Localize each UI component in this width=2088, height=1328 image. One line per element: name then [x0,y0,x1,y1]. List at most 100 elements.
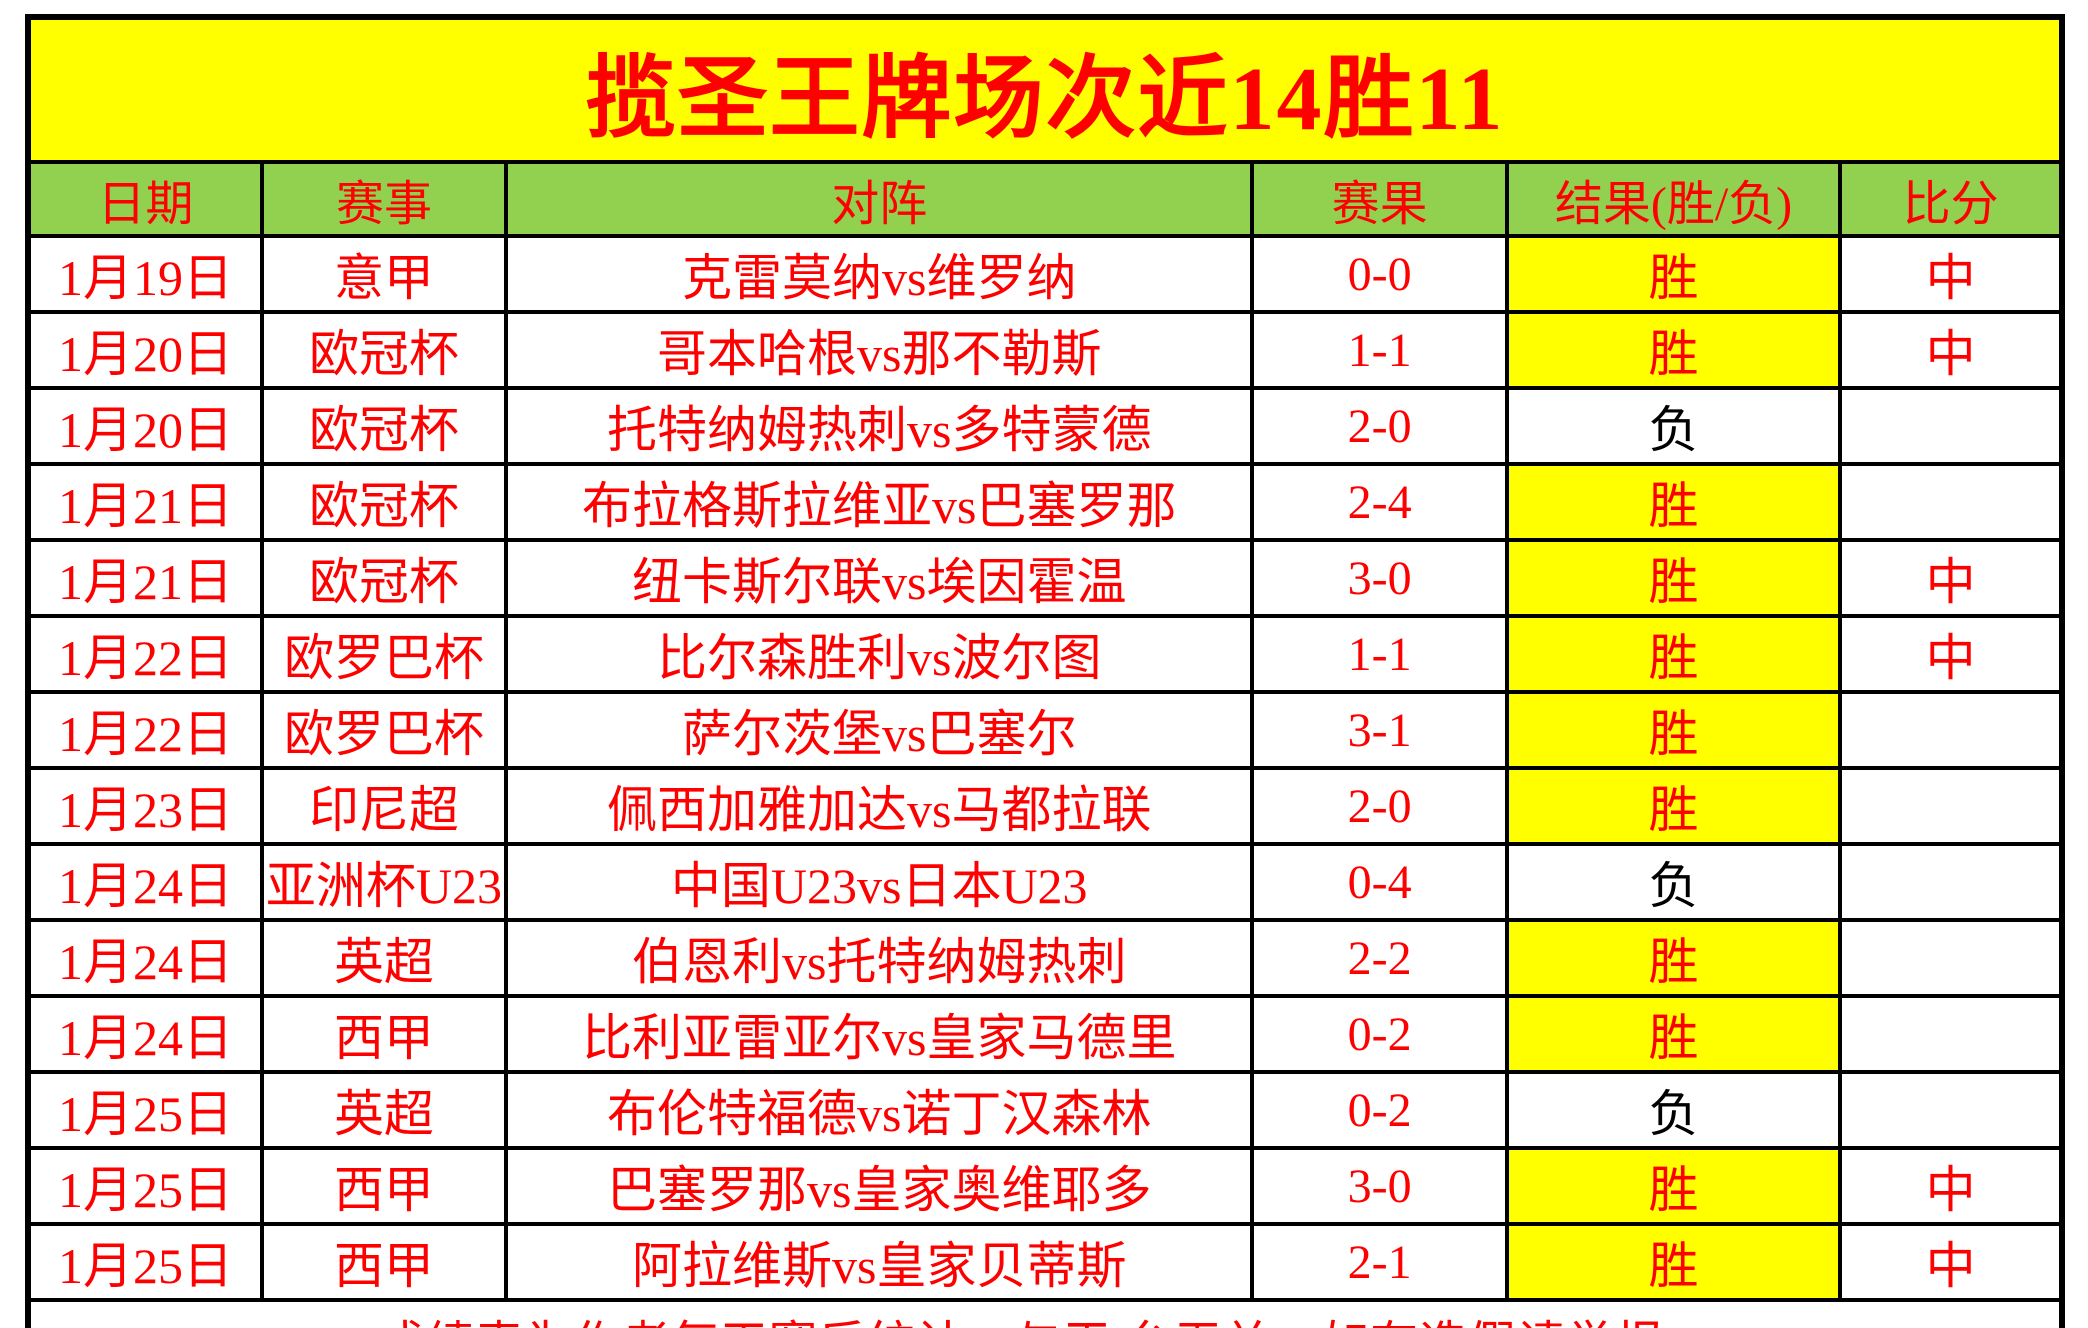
result-cell: 胜 [1504,994,1843,1074]
column-header-match: 对阵 [503,160,1255,238]
league-cell: 英超 [259,918,508,998]
league-cell: 西甲 [259,1222,508,1302]
date-cell: 1月22日 [26,614,264,694]
score-cell: 0-2 [1250,1070,1509,1150]
table-row: 1月24日 西甲 比利亚雷亚尔vs皇家马德里 0-2 胜 [26,994,2064,1074]
league-cell: 欧冠杯 [259,310,508,390]
result-cell: 胜 [1504,766,1843,846]
hit-cell: 中 [1838,310,2064,390]
hit-cell: 中 [1838,1146,2064,1226]
league-cell: 欧罗巴杯 [259,614,508,694]
date-cell: 1月25日 [26,1222,264,1302]
match-cell: 巴塞罗那vs皇家奥维耶多 [503,1146,1255,1226]
date-cell: 1月24日 [26,994,264,1074]
date-cell: 1月25日 [26,1070,264,1150]
score-cell: 0-2 [1250,994,1509,1074]
hit-cell: 中 [1838,538,2064,618]
result-cell: 胜 [1504,538,1843,618]
table-row: 1月24日 亚洲杯U23 中国U23vs日本U23 0-4 负 [26,842,2064,922]
score-cell: 2-2 [1250,918,1509,998]
column-header-score: 赛果 [1250,160,1509,238]
match-cell: 比利亚雷亚尔vs皇家马德里 [503,994,1255,1074]
date-cell: 1月20日 [26,386,264,466]
table-row: 1月22日 欧罗巴杯 比尔森胜利vs波尔图 1-1 胜 中 [26,614,2064,694]
league-cell: 西甲 [259,1146,508,1226]
hit-cell: 中 [1838,1222,2064,1302]
result-cell: 胜 [1504,690,1843,770]
footer-row: 成绩表为作者每天赛后统计，与平.台无关，如有造假请举报。 [26,1298,2064,1328]
hit-cell [1838,766,2064,846]
date-cell: 1月19日 [26,234,264,314]
score-cell: 3-0 [1250,538,1509,618]
hit-cell [1838,1070,2064,1150]
league-cell: 意甲 [259,234,508,314]
table-row: 1月25日 西甲 巴塞罗那vs皇家奥维耶多 3-0 胜 中 [26,1146,2064,1226]
score-cell: 2-0 [1250,766,1509,846]
date-cell: 1月22日 [26,690,264,770]
match-cell: 比尔森胜利vs波尔图 [503,614,1255,694]
league-cell: 欧冠杯 [259,538,508,618]
match-cell: 纽卡斯尔联vs埃因霍温 [503,538,1255,618]
hit-cell: 中 [1838,614,2064,694]
result-cell: 胜 [1504,918,1843,998]
match-cell: 托特纳姆热刺vs多特蒙德 [503,386,1255,466]
date-cell: 1月21日 [26,462,264,542]
result-cell: 胜 [1504,1222,1843,1302]
table-row: 1月24日 英超 伯恩利vs托特纳姆热刺 2-2 胜 [26,918,2064,998]
match-cell: 中国U23vs日本U23 [503,842,1255,922]
hit-cell [1838,386,2064,466]
hit-cell [1838,690,2064,770]
column-header-result: 结果(胜/负) [1504,160,1843,238]
table-row: 1月21日 欧冠杯 布拉格斯拉维亚vs巴塞罗那 2-4 胜 [26,462,2064,542]
table-row: 1月22日 欧罗巴杯 萨尔茨堡vs巴塞尔 3-1 胜 [26,690,2064,770]
column-header-hit: 比分 [1838,160,2064,238]
results-table-wrap: 揽圣王牌场次近14胜11 日期 赛事 对阵 赛果 结果(胜/负) 比分 1月19… [25,14,2065,1328]
score-cell: 1-1 [1250,310,1509,390]
header-row: 日期 赛事 对阵 赛果 结果(胜/负) 比分 [26,160,2064,238]
score-cell: 3-0 [1250,1146,1509,1226]
hit-cell [1838,994,2064,1074]
score-cell: 2-0 [1250,386,1509,466]
table-row: 1月20日 欧冠杯 哥本哈根vs那不勒斯 1-1 胜 中 [26,310,2064,390]
match-cell: 伯恩利vs托特纳姆热刺 [503,918,1255,998]
hit-cell [1838,918,2064,998]
table-row: 1月23日 印尼超 佩西加雅加达vs马都拉联 2-0 胜 [26,766,2064,846]
league-cell: 印尼超 [259,766,508,846]
match-cell: 布拉格斯拉维亚vs巴塞罗那 [503,462,1255,542]
score-cell: 1-1 [1250,614,1509,694]
footer-note: 成绩表为作者每天赛后统计，与平.台无关，如有造假请举报。 [26,1298,2064,1328]
league-cell: 欧冠杯 [259,386,508,466]
table-row: 1月25日 西甲 阿拉维斯vs皇家贝蒂斯 2-1 胜 中 [26,1222,2064,1302]
result-cell: 负 [1504,1070,1843,1150]
score-cell: 2-1 [1250,1222,1509,1302]
league-cell: 欧罗巴杯 [259,690,508,770]
match-cell: 阿拉维斯vs皇家贝蒂斯 [503,1222,1255,1302]
result-cell: 胜 [1504,1146,1843,1226]
date-cell: 1月25日 [26,1146,264,1226]
date-cell: 1月24日 [26,842,264,922]
score-cell: 3-1 [1250,690,1509,770]
hit-cell [1838,462,2064,542]
date-cell: 1月23日 [26,766,264,846]
table-row: 1月25日 英超 布伦特福德vs诺丁汉森林 0-2 负 [26,1070,2064,1150]
title-row: 揽圣王牌场次近14胜11 [26,15,2064,164]
result-cell: 胜 [1504,614,1843,694]
score-cell: 0-4 [1250,842,1509,922]
league-cell: 欧冠杯 [259,462,508,542]
date-cell: 1月21日 [26,538,264,618]
date-cell: 1月24日 [26,918,264,998]
date-cell: 1月20日 [26,310,264,390]
results-table: 揽圣王牌场次近14胜11 日期 赛事 对阵 赛果 结果(胜/负) 比分 1月19… [25,14,2065,1328]
result-cell: 胜 [1504,310,1843,390]
column-header-date: 日期 [26,160,264,238]
table-row: 1月20日 欧冠杯 托特纳姆热刺vs多特蒙德 2-0 负 [26,386,2064,466]
score-cell: 2-4 [1250,462,1509,542]
result-cell: 胜 [1504,462,1843,542]
league-cell: 亚洲杯U23 [259,842,508,922]
hit-cell: 中 [1838,234,2064,314]
league-cell: 西甲 [259,994,508,1074]
hit-cell [1838,842,2064,922]
league-cell: 英超 [259,1070,508,1150]
match-cell: 萨尔茨堡vs巴塞尔 [503,690,1255,770]
